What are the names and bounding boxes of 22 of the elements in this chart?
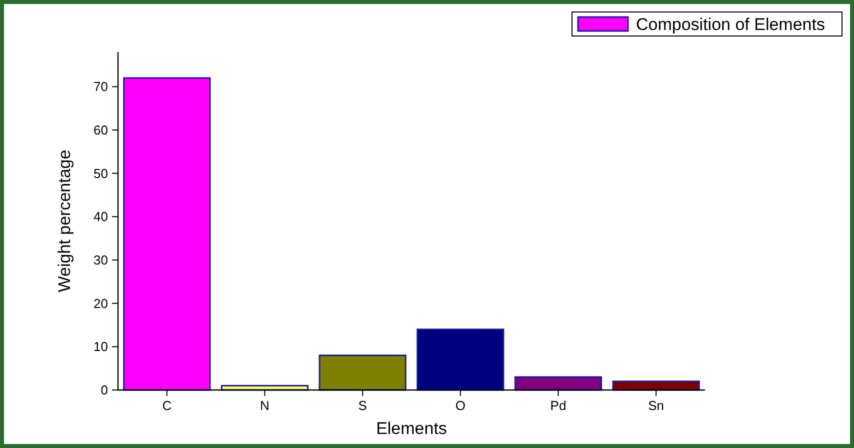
y-tick-label: 70 — [94, 79, 108, 94]
y-tick-label: 60 — [94, 122, 108, 138]
bar — [416, 328, 504, 391]
y-tick-label: 0 — [100, 382, 108, 398]
legend-label: Composition of Elements — [636, 15, 825, 34]
bar — [318, 354, 406, 391]
x-tick-label: O — [455, 398, 466, 413]
bar — [123, 77, 211, 391]
bar — [612, 380, 700, 391]
y-tick-label: 40 — [94, 209, 108, 224]
bar — [514, 376, 602, 391]
y-tick-label: 50 — [94, 166, 108, 181]
x-tick-label: C — [162, 398, 172, 413]
x-tick-label: S — [358, 398, 368, 413]
y-tick-label: 30 — [94, 252, 108, 268]
x-tick-label: Sn — [648, 398, 664, 413]
y-tick-label: 20 — [94, 296, 108, 311]
x-tick-label: Pd — [550, 398, 566, 413]
y-axis-title: Weight percentage — [55, 150, 74, 292]
y-tick-label: 10 — [94, 339, 108, 354]
x-tick-label: N — [260, 398, 270, 413]
x-axis-title: Elements — [376, 419, 447, 438]
